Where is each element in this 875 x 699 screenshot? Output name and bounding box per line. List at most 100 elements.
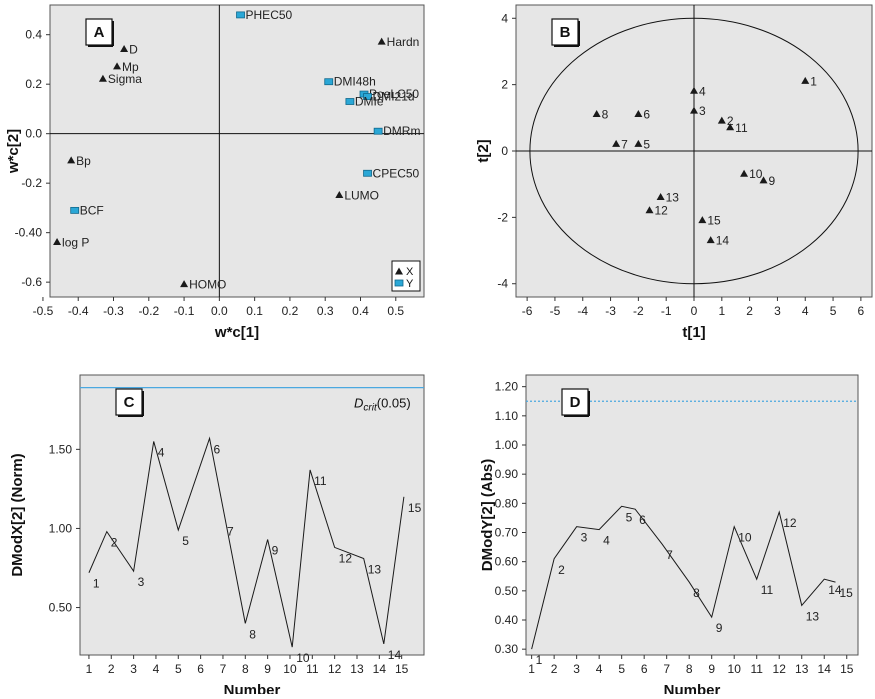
x-tick-label: 9 bbox=[264, 662, 271, 676]
y-tick-label: 0.30 bbox=[495, 642, 519, 656]
triangle-marker-5 bbox=[634, 110, 643, 117]
x-tick-label: 15 bbox=[840, 662, 854, 676]
triangle-marker-3 bbox=[67, 156, 76, 164]
point-label: 11 bbox=[761, 583, 774, 597]
y-tick-label: 0 bbox=[501, 144, 508, 158]
y-tick-label: 0.80 bbox=[495, 496, 519, 510]
point-label: 7 bbox=[621, 137, 628, 151]
y-tick-label: 0.0 bbox=[25, 127, 42, 141]
plot-area bbox=[79, 374, 425, 656]
x-tick-label: 7 bbox=[663, 662, 670, 676]
y-tick-label: 0.60 bbox=[495, 555, 519, 569]
x-axis-label: Number bbox=[224, 682, 281, 694]
y-tick-label: 0.2 bbox=[25, 77, 42, 91]
triangle-marker-4 bbox=[634, 139, 643, 147]
point-label: 12 bbox=[655, 204, 669, 218]
x-tick-label: -2 bbox=[633, 304, 644, 318]
series-line bbox=[88, 436, 405, 648]
square-marker-7 bbox=[70, 206, 80, 214]
x-tick-label: 12 bbox=[773, 662, 787, 676]
point-label: 9 bbox=[716, 621, 723, 635]
x-tick-label: -4 bbox=[577, 304, 588, 318]
panel-c: Dcrit(0.05)1 2 3 4 5 6 7 8 9 10 11 12 13 14 151.501.00… bbox=[9, 374, 425, 699]
panel-a: -0.5 -0.4 -0.3 -0.2 -0.1 0.0 0.1 0.2 0.3 0.4 0.5 0.… bbox=[5, 4, 425, 341]
x-tick-label: 7 bbox=[220, 662, 227, 676]
x-tick-label: 10 bbox=[728, 662, 742, 676]
x-tick-label: 13 bbox=[795, 662, 809, 676]
square-marker-1 bbox=[324, 78, 334, 86]
point-label: 1 bbox=[93, 577, 100, 591]
point-label: 11 bbox=[735, 121, 748, 135]
point-label: 7 bbox=[227, 525, 234, 539]
x-tick-label: 2 bbox=[551, 662, 558, 676]
x-axis-label: t[1] bbox=[682, 324, 705, 341]
point-label: DMI21d bbox=[373, 90, 415, 104]
x-tick-label: 0.1 bbox=[246, 304, 263, 318]
x-tick-label: 0.3 bbox=[317, 304, 334, 318]
point-label: 14 bbox=[388, 648, 402, 662]
x-tick-label: 8 bbox=[242, 662, 249, 676]
y-tick-label: -2 bbox=[497, 210, 508, 224]
square-marker-0 bbox=[236, 11, 245, 19]
x-tick-label: 6 bbox=[858, 304, 865, 318]
y-tick-label: 1.00 bbox=[495, 438, 519, 452]
triangle-marker-10 bbox=[726, 123, 735, 131]
legend-frame bbox=[391, 260, 421, 292]
triangle-marker-9 bbox=[740, 169, 749, 177]
point-label: 10 bbox=[738, 531, 752, 545]
plot-area bbox=[49, 4, 425, 298]
y-tick-label: 0.4 bbox=[25, 28, 42, 42]
x-tick-label: 10 bbox=[283, 662, 297, 676]
plot-area bbox=[525, 374, 859, 656]
x-tick-label: 13 bbox=[350, 662, 364, 676]
point-label: DMRm bbox=[383, 124, 420, 138]
x-tick-label: -0.3 bbox=[103, 304, 124, 318]
y-axis-label: w*c[2] bbox=[5, 129, 22, 174]
point-label: PHEC50 bbox=[246, 8, 293, 22]
y-tick-label: 0.40 bbox=[495, 613, 519, 627]
x-tick-label: 3 bbox=[573, 662, 580, 676]
point-label: 2 bbox=[111, 536, 118, 550]
point-label: 4 bbox=[699, 84, 706, 98]
panel-letter-box: B bbox=[551, 18, 580, 47]
x-tick-label: 0.4 bbox=[352, 304, 369, 318]
point-label: 5 bbox=[643, 137, 650, 151]
square-marker-4 bbox=[345, 98, 355, 105]
point-label: 5 bbox=[626, 510, 633, 524]
x-tick-label: 2 bbox=[746, 304, 753, 318]
point-label: HOMO bbox=[189, 278, 226, 292]
y-axis-label: t[2] bbox=[475, 139, 492, 162]
point-label: 4 bbox=[603, 534, 610, 548]
point-label: 3 bbox=[699, 104, 706, 118]
triangle-marker-14 bbox=[698, 216, 707, 224]
triangle-marker-7 bbox=[377, 37, 386, 45]
triangle-marker-1 bbox=[113, 62, 122, 70]
panel-letter: B bbox=[560, 24, 571, 41]
point-label: CPEC50 bbox=[373, 166, 420, 180]
point-label: 8 bbox=[602, 108, 609, 122]
point-label: 3 bbox=[581, 531, 588, 545]
point-label: 5 bbox=[182, 534, 189, 548]
panel-letter-box: C bbox=[115, 388, 144, 417]
x-tick-label: 1 bbox=[528, 662, 535, 676]
x-tick-label: -0.5 bbox=[33, 304, 54, 318]
panel-letter-box: A bbox=[85, 18, 114, 47]
point-label: log P bbox=[62, 236, 89, 250]
triangle-marker-5 bbox=[180, 280, 189, 288]
x-tick-label: 3 bbox=[774, 304, 781, 318]
triangle-marker-11 bbox=[645, 206, 654, 214]
point-label: LUMO bbox=[344, 189, 379, 203]
point-label: DMIe bbox=[355, 95, 384, 109]
x-tick-label: 4 bbox=[596, 662, 603, 676]
x-tick-label: 0.0 bbox=[211, 304, 228, 318]
point-label: 10 bbox=[749, 167, 763, 181]
y-tick-label: 2 bbox=[501, 78, 508, 92]
panel-b: -6 -5 -4 -3 -2 -1 0 1 2 3 4 5 6420-2-4t[1]t[2]B12345… bbox=[475, 4, 873, 341]
x-tick-label: 9 bbox=[708, 662, 715, 676]
panel-letter: C bbox=[124, 394, 135, 411]
x-tick-label: -0.1 bbox=[174, 304, 195, 318]
point-label: 6 bbox=[639, 513, 646, 527]
legend: XY bbox=[391, 260, 421, 292]
point-label: 12 bbox=[783, 516, 797, 530]
x-tick-label: 14 bbox=[373, 662, 387, 676]
